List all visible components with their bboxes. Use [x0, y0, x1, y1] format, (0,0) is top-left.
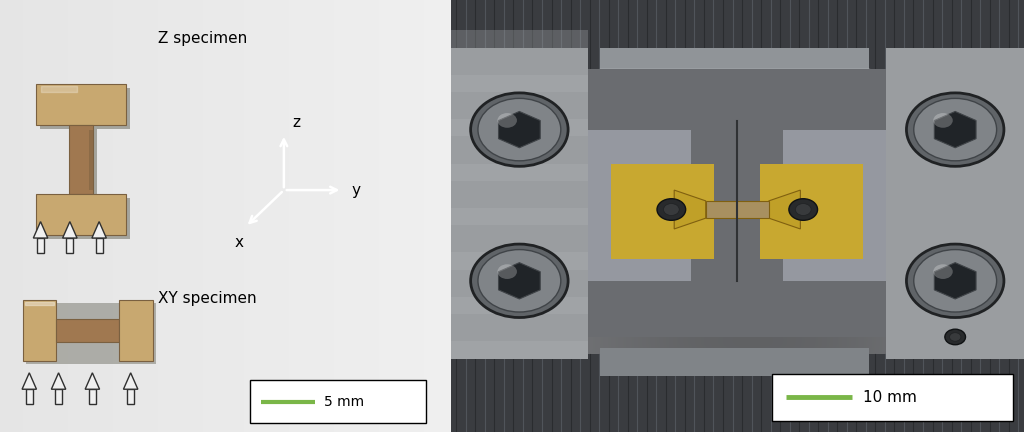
Polygon shape [120, 300, 154, 361]
Bar [451, 208, 588, 225]
Bar [611, 164, 715, 259]
Text: 10 mm: 10 mm [863, 390, 918, 405]
Text: XY specimen: XY specimen [158, 291, 256, 305]
Bar [783, 130, 887, 281]
Circle shape [949, 333, 961, 341]
Circle shape [913, 98, 996, 161]
Polygon shape [36, 194, 126, 235]
Circle shape [471, 244, 568, 318]
Circle shape [657, 199, 686, 220]
Bar [451, 48, 588, 359]
Circle shape [498, 113, 517, 128]
Polygon shape [40, 88, 130, 239]
Polygon shape [934, 111, 976, 148]
Polygon shape [26, 303, 157, 364]
Polygon shape [69, 125, 93, 194]
Circle shape [933, 264, 952, 279]
Bar [451, 0, 1024, 95]
Circle shape [796, 203, 811, 216]
Text: z: z [293, 114, 301, 130]
Bar [451, 297, 588, 314]
Circle shape [906, 244, 1004, 318]
Circle shape [906, 93, 1004, 166]
Polygon shape [37, 238, 44, 253]
Bar [600, 48, 869, 78]
Polygon shape [89, 389, 96, 404]
Bar [451, 341, 588, 359]
Circle shape [471, 93, 568, 166]
Polygon shape [26, 389, 33, 404]
Bar [600, 348, 869, 376]
Circle shape [945, 329, 966, 345]
Bar [451, 252, 588, 270]
Text: x: x [234, 235, 244, 251]
Text: Z specimen: Z specimen [158, 32, 247, 46]
Text: 5 mm: 5 mm [325, 395, 365, 409]
Polygon shape [674, 190, 706, 229]
Polygon shape [23, 300, 56, 361]
Polygon shape [85, 373, 99, 389]
Bar [451, 75, 588, 92]
Polygon shape [34, 222, 48, 238]
Polygon shape [36, 84, 126, 125]
Polygon shape [62, 222, 77, 238]
Polygon shape [934, 263, 976, 299]
Circle shape [478, 98, 561, 161]
Circle shape [664, 203, 679, 216]
Circle shape [913, 250, 996, 312]
Bar [772, 374, 1013, 421]
Polygon shape [23, 373, 37, 389]
Polygon shape [89, 130, 93, 190]
Polygon shape [92, 222, 106, 238]
Polygon shape [499, 111, 541, 148]
Circle shape [933, 113, 952, 128]
Bar [760, 164, 863, 259]
Text: y: y [351, 183, 360, 197]
Polygon shape [95, 238, 102, 253]
Circle shape [478, 250, 561, 312]
Bar [887, 48, 1024, 359]
Polygon shape [56, 319, 120, 342]
Polygon shape [127, 389, 134, 404]
Bar [250, 380, 426, 423]
Polygon shape [706, 201, 769, 218]
Polygon shape [55, 389, 62, 404]
Polygon shape [769, 190, 801, 229]
Polygon shape [499, 263, 541, 299]
Polygon shape [124, 373, 138, 389]
Circle shape [498, 264, 517, 279]
Bar [451, 119, 588, 137]
Bar [451, 354, 1024, 432]
Polygon shape [51, 373, 66, 389]
Polygon shape [67, 238, 74, 253]
Bar [588, 130, 691, 281]
Bar [451, 164, 588, 181]
Bar [588, 69, 887, 337]
Bar [451, 30, 588, 48]
Circle shape [788, 199, 817, 220]
